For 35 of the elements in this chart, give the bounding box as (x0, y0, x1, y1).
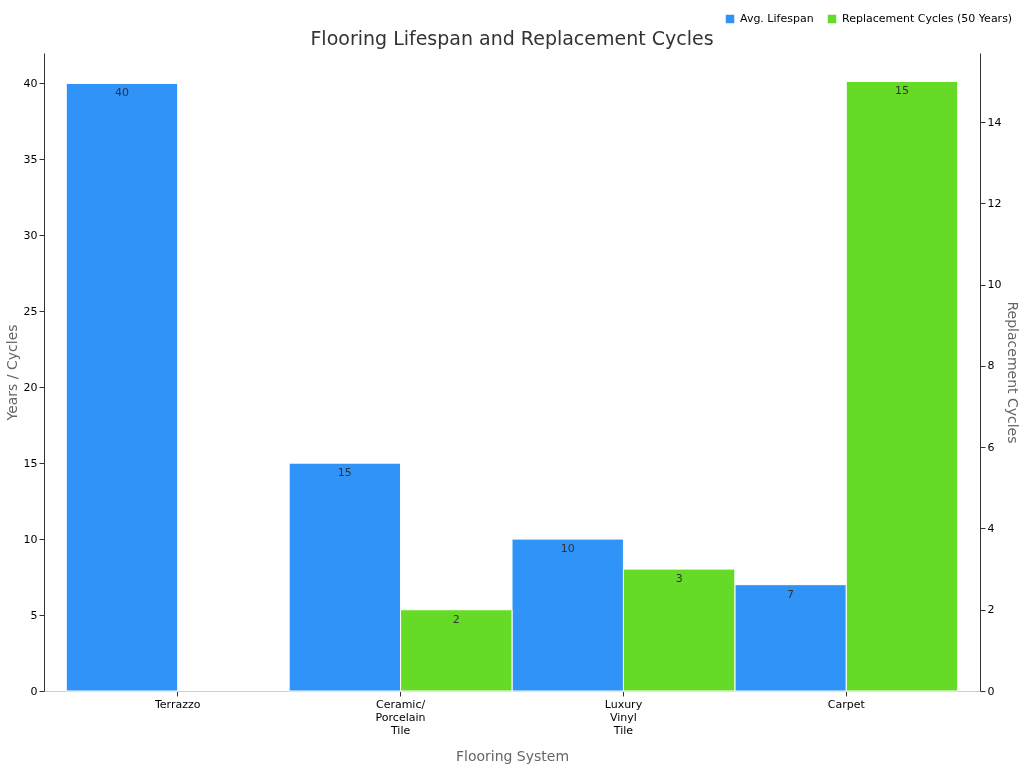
bar (65, 82, 179, 692)
x-tick-label: Carpet (827, 697, 866, 711)
x-tick-label: Luxury Vinyl Tile (604, 697, 643, 737)
data-label: 7 (787, 587, 795, 601)
y2-tick-label: 12 (987, 196, 1002, 210)
y-tick-label: 25 (23, 304, 38, 318)
data-label: 2 (452, 612, 460, 626)
chart-title: Flooring Lifespan and Replacement Cycles (310, 27, 714, 49)
data-label: 15 (895, 84, 909, 98)
data-label: 40 (115, 86, 129, 100)
x-axis-title: Flooring System (455, 747, 570, 764)
y2-axis-title: Replacement Cycles (1005, 301, 1022, 444)
legend-label: Avg. Lifespan (740, 12, 814, 25)
data-label: 15 (337, 466, 352, 480)
y-tick-label: 10 (23, 532, 38, 546)
y2-tick-label: 6 (987, 440, 995, 454)
y2-tick-label: 0 (987, 684, 995, 698)
data-label: 3 (675, 572, 683, 586)
y-tick-label: 40 (23, 76, 38, 90)
y-tick-label: 5 (30, 608, 38, 622)
data-label: 10 (560, 542, 575, 556)
y-tick-label: 0 (30, 684, 38, 698)
y-tick-label: 35 (23, 152, 38, 166)
x-tick-label: Ceramic/ Porcelain Tile (375, 697, 426, 737)
y-axis-title: Years / Cycles (3, 324, 20, 422)
y2-tick-label: 10 (987, 278, 1002, 292)
y-tick-label: 30 (23, 228, 38, 242)
y-tick-label: 15 (23, 456, 38, 470)
x-tick-label: Terrazzo (153, 697, 201, 711)
y2-tick-label: 14 (987, 115, 1002, 129)
y2-tick-label: 8 (987, 359, 995, 373)
legend-label: Replacement Cycles (50 Years) (842, 12, 1013, 25)
y-tick-label: 20 (23, 380, 38, 394)
y2-tick-label: 4 (987, 521, 995, 535)
y2-tick-label: 2 (987, 603, 995, 617)
